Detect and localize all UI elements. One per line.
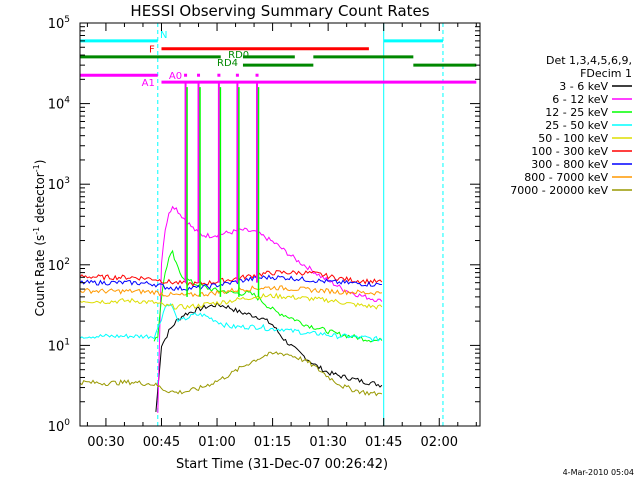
series-group — [79, 83, 383, 413]
mode-label-a0: A0 — [169, 71, 182, 82]
y-tick-label-5: 105 — [48, 15, 70, 32]
y-axis-label: Count Rate (s-1 detector-1) — [32, 160, 47, 317]
series-line-8 — [79, 351, 383, 397]
series-line-0 — [155, 301, 383, 412]
y-axis-label-exp2: -1 — [32, 164, 41, 172]
y-axis-label-prefix: Count Rate (s — [33, 235, 47, 317]
mode-label-rd4: RD4 — [217, 58, 238, 69]
time-markers — [157, 23, 444, 426]
y-axis: 100 101 102 103 104 105 — [48, 15, 480, 435]
y-axis-label-suffix: ) — [33, 160, 47, 165]
mode-label-n: N — [160, 30, 167, 41]
series-line-4 — [79, 292, 383, 310]
mode-label-rd0: RD0 — [228, 50, 249, 61]
chart-title: HESSI Observing Summary Count Rates — [130, 2, 429, 20]
y-tick-label-2: 102 — [48, 257, 70, 274]
series-line-7 — [79, 285, 382, 298]
a0-dot-1 — [197, 73, 201, 77]
legend-header-line2: FDecim 1 — [580, 67, 632, 80]
mode-label-f: F — [149, 45, 155, 56]
legend-header-line1: Det 1,3,4,5,6,9, — [546, 54, 632, 67]
x-tick-label-6: 02:00 — [421, 435, 458, 450]
series-line-1 — [157, 205, 383, 413]
legend-label-5: 100 - 300 keV — [531, 145, 608, 158]
legend-label-1: 6 - 12 keV — [552, 93, 608, 106]
x-tick-label-0: 00:30 — [87, 435, 124, 450]
y-tick-label-1: 101 — [48, 337, 70, 354]
a0-dot-0 — [184, 73, 188, 77]
timestamp: 4-Mar-2010 05:04 — [563, 468, 634, 477]
y-tick-label-0: 100 — [48, 418, 71, 435]
legend-label-6: 300 - 800 keV — [531, 158, 608, 171]
x-tick-label-4: 01:30 — [309, 435, 346, 450]
legend-label-7: 800 - 7000 keV — [524, 171, 608, 184]
series-line-3 — [79, 303, 383, 343]
a0-dot-3 — [235, 73, 239, 77]
plot-frame — [79, 22, 481, 427]
series-line-2 — [153, 249, 383, 343]
x-tick-label-1: 00:45 — [143, 435, 180, 450]
legend-label-4: 50 - 100 keV — [538, 132, 608, 145]
a0-dot-2 — [217, 73, 221, 77]
mode-label-a1: A1 — [142, 78, 155, 89]
series-line-6 — [79, 274, 382, 292]
y-tick-label-4: 104 — [48, 96, 71, 113]
x-axis-label: Start Time (31-Dec-07 00:26:42) — [176, 457, 388, 472]
legend-label-2: 12 - 25 keV — [545, 106, 608, 119]
x-axis: 00:30 00:45 01:00 01:15 01:30 01:45 02:00 — [86, 23, 477, 450]
a0-dot-4 — [255, 73, 259, 77]
legend-label-3: 25 - 50 keV — [545, 119, 608, 132]
x-tick-label-5: 01:45 — [365, 435, 402, 450]
y-axis-label-mid: detector — [33, 172, 47, 227]
legend-label-0: 3 - 6 keV — [559, 80, 608, 93]
legend-label-8: 7000 - 20000 keV — [510, 184, 608, 197]
series-line-5 — [79, 270, 383, 288]
x-tick-label-2: 01:00 — [198, 435, 235, 450]
y-axis-label-exp1: -1 — [32, 227, 41, 235]
x-tick-label-3: 01:15 — [254, 435, 291, 450]
y-tick-label-3: 103 — [48, 176, 70, 193]
